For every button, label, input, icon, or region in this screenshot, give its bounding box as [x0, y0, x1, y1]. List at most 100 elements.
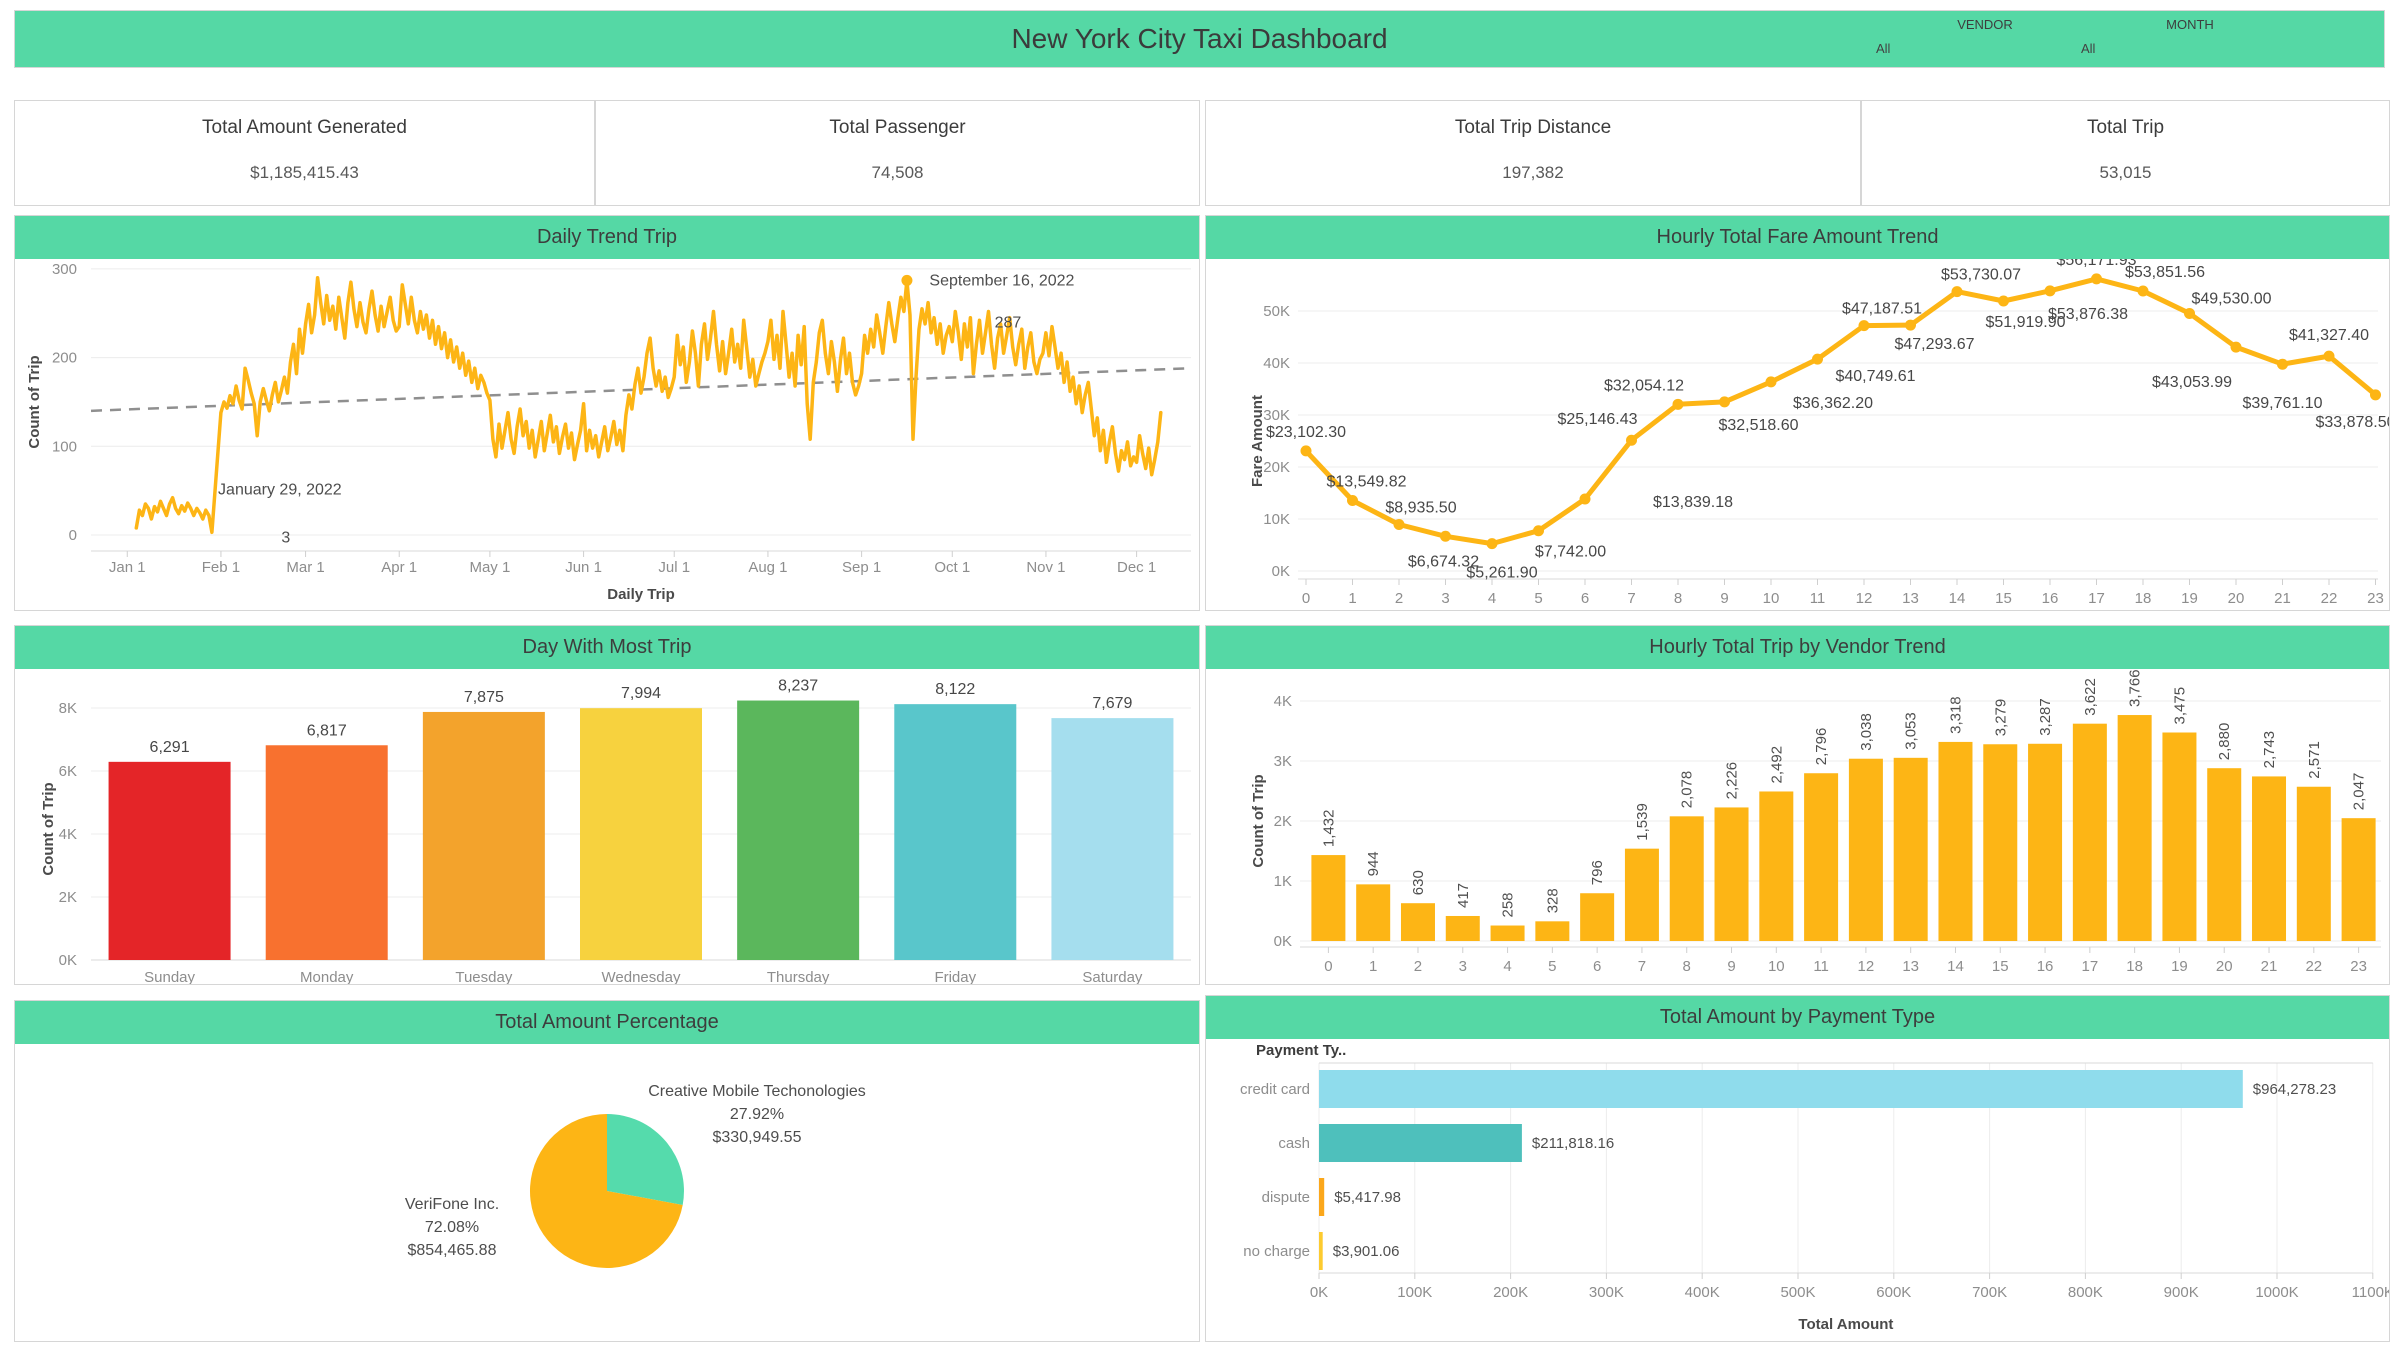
payment-bar [1319, 1124, 1522, 1162]
kpi-total-amount-value: $1,185,415.43 [250, 163, 359, 182]
day-most-trip-chart[interactable]: 0K 2K 4K 6K 8K 6,291 Sunday 6,817 Monday 7,875 Tue… [15, 669, 1199, 984]
svg-text:Tuesday: Tuesday [455, 969, 512, 984]
svg-text:800K: 800K [2068, 1284, 2103, 1301]
svg-text:2,743: 2,743 [2261, 731, 2278, 769]
svg-text:9: 9 [1727, 958, 1735, 975]
svg-text:5: 5 [1548, 958, 1556, 975]
svg-text:11: 11 [1810, 590, 1826, 607]
payment-type-panel: Total Amount by Payment Type Payment Ty.… [1205, 995, 2390, 1342]
svg-text:21: 21 [2261, 958, 2278, 975]
svg-text:30K: 30K [1263, 407, 1290, 424]
vendor-trend-chart[interactable]: 0K 1K 2K 3K 4K 1,432 0 944 1 630 2 417 3 258 4 328 5 796 6… [1206, 669, 2389, 984]
payment-type-chart[interactable]: Payment Ty.. 0K 100K 200K 300K 400K 500K 600K 70… [1206, 1039, 2389, 1341]
vendor-bar [1535, 921, 1570, 941]
vendor-filter-label: VENDOR [1957, 17, 2013, 32]
vendor-bar [1669, 816, 1704, 941]
svg-text:$211,818.16: $211,818.16 [1532, 1135, 1614, 1152]
svg-text:0K: 0K [59, 952, 77, 969]
svg-text:$56,171.93: $56,171.93 [2056, 259, 2136, 269]
vendor-bar [1938, 741, 1973, 941]
svg-text:$32,054.12: $32,054.12 [1604, 377, 1684, 394]
svg-text:258: 258 [1500, 892, 1517, 917]
svg-text:Jun 1: Jun 1 [565, 559, 602, 576]
svg-text:$13,549.82: $13,549.82 [1326, 474, 1406, 491]
svg-text:630: 630 [1410, 870, 1427, 895]
svg-text:$36,362.20: $36,362.20 [1793, 395, 1873, 412]
svg-text:7,994: 7,994 [621, 685, 661, 702]
svg-text:14: 14 [1947, 958, 1964, 975]
svg-text:$33,878.50: $33,878.50 [2315, 414, 2389, 431]
svg-text:8: 8 [1683, 958, 1691, 975]
amount-percentage-panel-title: Total Amount Percentage [15, 1001, 1199, 1044]
svg-text:7: 7 [1627, 590, 1635, 607]
daily-trend-panel: Daily Trend Trip 0 100 200 300 Jan 1 Feb 1 Mar… [14, 215, 1200, 611]
svg-text:22: 22 [2321, 590, 2338, 607]
svg-text:1: 1 [1348, 590, 1356, 607]
vendor-trend-panel: Hourly Total Trip by Vendor Trend 0K 1K 2K… [1205, 625, 2390, 985]
trend-line [90, 366, 1192, 413]
svg-text:6,291: 6,291 [150, 739, 190, 756]
vendor-bar [1848, 758, 1883, 941]
svg-text:Monday: Monday [300, 969, 354, 984]
svg-text:dispute: dispute [1262, 1189, 1310, 1206]
day-most-trip-panel: Day With Most Trip 0K 2K 4K 6K 8K 6,291 Sunday… [14, 625, 1200, 985]
svg-text:Total Amount: Total Amount [1798, 1316, 1893, 1333]
daily-trend-panel-title: Daily Trend Trip [15, 216, 1199, 259]
svg-text:Creative Mobile Techonologies: Creative Mobile Techonologies [648, 1083, 866, 1100]
svg-text:417: 417 [1455, 883, 1472, 908]
svg-text:0: 0 [1324, 958, 1332, 975]
day-bars-plot: 0K 2K 4K 6K 8K 6,291 Sunday 6,817 Monday 7,875 Tue… [40, 678, 1191, 984]
month-filter-label: MONTH [2166, 17, 2214, 32]
fare-trend-line [1303, 276, 2378, 547]
svg-text:2K: 2K [1274, 813, 1292, 830]
svg-text:328: 328 [1544, 888, 1561, 913]
svg-text:40K: 40K [1263, 355, 1290, 372]
vendor-bar [1759, 791, 1794, 941]
amount-percentage-pie[interactable]: VeriFone Inc. 72.08% $854,465.88 Creative M… [15, 1044, 1199, 1341]
svg-text:3: 3 [1441, 590, 1449, 607]
svg-text:Count of Trip: Count of Trip [40, 782, 57, 875]
month-filter: MONTH All [2065, 17, 2315, 65]
svg-text:12: 12 [1856, 590, 1873, 607]
svg-text:23: 23 [2367, 590, 2384, 607]
svg-text:8K: 8K [59, 700, 77, 717]
svg-text:12: 12 [1858, 958, 1875, 975]
svg-text:2: 2 [1395, 590, 1403, 607]
svg-text:VeriFone Inc.: VeriFone Inc. [405, 1196, 499, 1213]
svg-text:15: 15 [1995, 590, 2012, 607]
vendor-bar [1714, 807, 1749, 941]
svg-text:7,679: 7,679 [1092, 695, 1132, 712]
svg-text:3: 3 [281, 529, 290, 546]
svg-text:September 16, 2022: September 16, 2022 [929, 272, 1074, 289]
svg-text:$49,530.00: $49,530.00 [2191, 290, 2271, 307]
svg-text:$32,518.60: $32,518.60 [1718, 417, 1798, 434]
svg-text:3,622: 3,622 [2082, 678, 2099, 716]
month-filter-value[interactable]: All [2081, 41, 2096, 56]
svg-text:200: 200 [52, 350, 77, 367]
svg-text:18: 18 [2126, 958, 2143, 975]
kpi-total-passenger: Total Passenger 74,508 [595, 100, 1200, 206]
svg-text:3,318: 3,318 [1948, 696, 1965, 734]
svg-text:21: 21 [2274, 590, 2291, 607]
svg-text:16: 16 [2042, 590, 2059, 607]
pie-slice-creative [607, 1114, 684, 1205]
kpi-total-passenger-title: Total Passenger [829, 117, 966, 138]
svg-text:May 1: May 1 [469, 559, 510, 576]
svg-text:944: 944 [1365, 851, 1382, 876]
vendor-filter-value[interactable]: All [1876, 41, 1891, 56]
vendor-bar [1893, 757, 1928, 941]
svg-text:4: 4 [1503, 958, 1511, 975]
svg-text:Jan 1: Jan 1 [109, 559, 146, 576]
daily-trend-chart[interactable]: 0 100 200 300 Jan 1 Feb 1 Mar 1 Apr 1 May 1 Jun 1… [15, 259, 1199, 610]
svg-text:23: 23 [2350, 958, 2367, 975]
amount-percentage-panel: Total Amount Percentage VeriFone Inc. 72.… [14, 1000, 1200, 1342]
payment-bar [1319, 1232, 1323, 1270]
vendor-bar [1445, 915, 1480, 941]
svg-text:no charge: no charge [1243, 1243, 1310, 1260]
svg-text:8,237: 8,237 [778, 678, 818, 695]
svg-text:10K: 10K [1263, 511, 1290, 528]
vendor-bar [1400, 903, 1435, 941]
svg-text:3: 3 [1459, 958, 1467, 975]
svg-text:cash: cash [1278, 1135, 1310, 1152]
